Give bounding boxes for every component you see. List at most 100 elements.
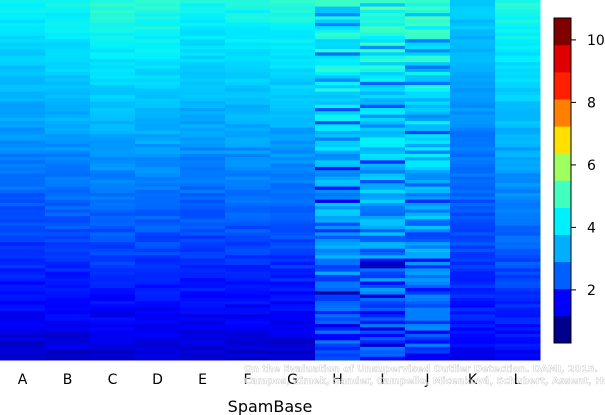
heatmap-cell [450,255,496,260]
heatmap-cell [45,258,91,263]
heatmap-cell [315,104,361,109]
heatmap-cell [0,199,46,204]
heatmap-cell [0,147,46,152]
heatmap-cell [360,19,406,24]
heatmap-cell [0,268,46,273]
heatmap-cell [495,75,541,80]
heatmap-cell [495,117,541,122]
heatmap-cell [315,343,361,348]
heatmap-cell [180,255,226,260]
heatmap-cell [90,284,136,289]
heatmap-cell [45,225,91,230]
heatmap-cell [270,186,316,191]
heatmap-cell [90,134,136,138]
heatmap-cell [360,271,406,276]
heatmap-cell [495,39,541,44]
heatmap-cell [270,248,316,253]
heatmap-cell [450,314,496,318]
heatmap-cell [90,238,136,243]
heatmap-cell [360,29,406,34]
heatmap-cell [315,134,361,138]
heatmap-cell [90,160,136,165]
heatmap-cell [315,72,361,76]
heatmap-cell [90,248,136,253]
heatmap-cell [90,157,136,161]
heatmap-cell [450,81,496,86]
heatmap-cell [315,297,361,302]
heatmap-cell [360,346,406,351]
heatmap-cell [450,307,496,312]
heatmap-cell [270,101,316,106]
heatmap-cell [180,75,226,80]
heatmap-cell [45,176,91,181]
heatmap-cell [225,68,271,73]
heatmap-cell [0,245,46,250]
heatmap-cell [135,19,181,24]
heatmap-cell [135,39,181,44]
heatmap-cell [450,62,496,66]
heatmap-cell [450,9,496,14]
heatmap-cell [225,183,271,188]
heatmap-cell [225,265,271,269]
heatmap-cell [315,140,361,145]
heatmap-cell [270,144,316,148]
heatmap-cell [90,72,136,76]
heatmap-cell [135,245,181,250]
heatmap-cell [360,55,406,60]
heatmap-cell [90,36,136,40]
heatmap-cell [45,6,91,11]
heatmap-cell [225,117,271,122]
heatmap-cell [315,252,361,256]
heatmap-cell [450,91,496,96]
heatmap-cell [360,130,406,135]
heatmap-cell [45,134,91,138]
heatmap-cell [360,291,406,296]
heatmap-cell [360,320,406,325]
heatmap-cell [315,255,361,260]
heatmap-cell [0,127,46,132]
heatmap-cell [0,140,46,145]
heatmap-cell [45,127,91,132]
heatmap-cell [0,157,46,161]
heatmap-cell [450,281,496,286]
heatmap-cell [135,180,181,184]
heatmap-cell [360,212,406,217]
heatmap-cell [135,114,181,119]
heatmap-cell [405,330,451,335]
heatmap-cell [450,337,496,341]
heatmap-cell [405,343,451,348]
heatmap-cell [0,229,46,233]
heatmap-cell [180,301,226,305]
heatmap-cell [315,75,361,80]
heatmap-cell [315,229,361,233]
heatmap-cell [450,0,496,4]
heatmap-cell [45,340,91,345]
heatmap-cell [180,55,226,60]
heatmap-cell [135,124,181,129]
heatmap-cell [45,166,91,171]
heatmap-cell [495,180,541,184]
heatmap-cell [45,19,91,24]
colorbar [553,17,572,344]
heatmap-cell [270,9,316,14]
colorbar-tick-label: 4 [587,220,596,236]
heatmap-cell [495,337,541,341]
heatmap-cell [0,196,46,201]
heatmap-cell [0,88,46,93]
heatmap-cell [315,163,361,168]
heatmap-cell [180,45,226,50]
heatmap-cell [405,111,451,116]
heatmap-cell [90,121,136,125]
heatmap-cell [495,94,541,99]
heatmap-cell [450,232,496,237]
heatmap-cell [90,225,136,230]
heatmap-cell [90,153,136,158]
heatmap-cell [90,150,136,155]
heatmap-cell [270,104,316,109]
heatmap-cell [270,166,316,171]
heatmap-cell [0,75,46,80]
heatmap-cell [405,324,451,328]
heatmap-cell [405,232,451,237]
heatmap-cell [90,343,136,348]
heatmap-cell [90,16,136,21]
